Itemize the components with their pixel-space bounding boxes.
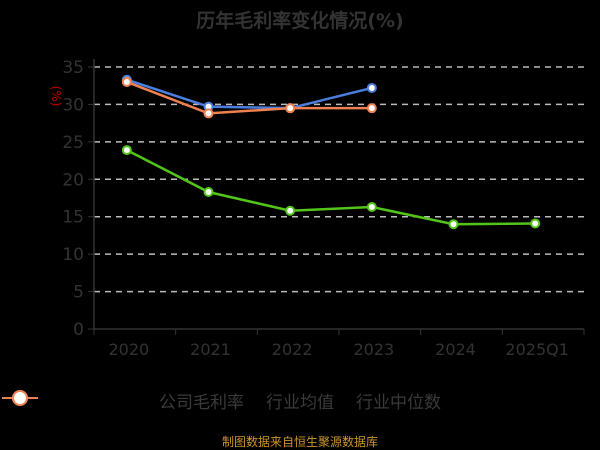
legend-label: 行业均值 (266, 393, 334, 413)
y-tick-label: 20 (62, 170, 84, 190)
legend-item-industry-avg[interactable]: 行业均值 (2, 388, 334, 413)
x-tick-label: 2024 (435, 340, 476, 359)
y-tick-label: 30 (62, 95, 84, 115)
x-tick-label: 2020 (108, 340, 149, 359)
legend-label: 行业中位数 (356, 393, 441, 413)
x-tick-label: 2025Q1 (505, 340, 569, 359)
data-point[interactable] (366, 201, 377, 212)
x-tick-label: 2023 (353, 340, 394, 359)
y-axis-unit: (%) (49, 86, 63, 107)
data-point[interactable] (121, 145, 132, 156)
data-point[interactable] (285, 205, 296, 216)
x-tick-label: 2021 (190, 340, 231, 359)
data-point[interactable] (530, 218, 541, 229)
y-tick-label: 5 (73, 283, 84, 303)
y-tick-label: 0 (73, 320, 84, 340)
legend: 公司毛利率 行业均值 行业中位数 (0, 388, 600, 413)
chart-title: 历年毛利率变化情况(%) (196, 10, 404, 32)
y-tick-label: 25 (62, 133, 84, 153)
series-line (126, 78, 373, 110)
legend-marker-icon (2, 390, 38, 406)
data-point[interactable] (121, 76, 132, 87)
y-tick-label: 15 (62, 208, 84, 228)
data-point[interactable] (366, 82, 377, 93)
y-tick-label: 10 (62, 245, 84, 265)
data-point[interactable] (285, 103, 296, 114)
line-chart: 0 5 10 15 20 25 30 35 (%) 2020 2021 2022 2023 2024 202… (49, 58, 585, 359)
legend-item-company[interactable]: 公司毛利率 (2, 388, 244, 413)
data-point[interactable] (203, 187, 214, 198)
series-line (126, 80, 372, 115)
legend-item-industry-median[interactable]: 行业中位数 (2, 388, 441, 413)
data-point[interactable] (203, 108, 214, 119)
series-line (126, 148, 536, 226)
y-tick-label: 35 (62, 58, 84, 78)
data-point[interactable] (448, 219, 459, 230)
legend-label: 公司毛利率 (159, 393, 244, 413)
data-point[interactable] (366, 103, 377, 114)
data-source-note: 制图数据来自恒生聚源数据库 (221, 435, 378, 449)
x-tick-label: 2022 (272, 340, 313, 359)
